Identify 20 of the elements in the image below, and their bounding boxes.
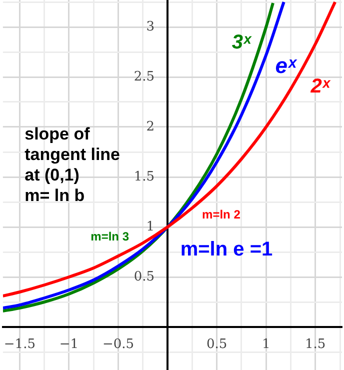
annotation: slope of tangent line at (0,1) m= ln b (24, 124, 120, 205)
line-series (2, 0, 337, 298)
y-tick-label: 2.5 (134, 69, 155, 84)
x-tick-label: −0.5 (102, 337, 134, 352)
x-tick-label: 0.5 (206, 337, 228, 352)
x-tick-label: −1.5 (4, 337, 36, 352)
annotation: m=ln e =1 (180, 238, 273, 261)
series-label: 3ˣ (232, 32, 252, 54)
y-tick-label: 2 (146, 119, 155, 134)
series-label: 2ˣ (310, 76, 331, 98)
y-tick-label: 0.5 (134, 269, 155, 284)
y-tick-label: 3 (146, 19, 155, 34)
series-label: eˣ (275, 53, 298, 78)
x-tick-label: −1 (59, 337, 79, 352)
y-tick-label: 1 (146, 219, 155, 234)
annotation: m=ln 2 (202, 207, 241, 222)
annotation: m=ln 3 (90, 229, 130, 244)
x-tick-label: 1 (262, 337, 270, 352)
y-tick-label: 1.5 (134, 169, 155, 184)
x-tick-label: 1.5 (305, 337, 326, 352)
